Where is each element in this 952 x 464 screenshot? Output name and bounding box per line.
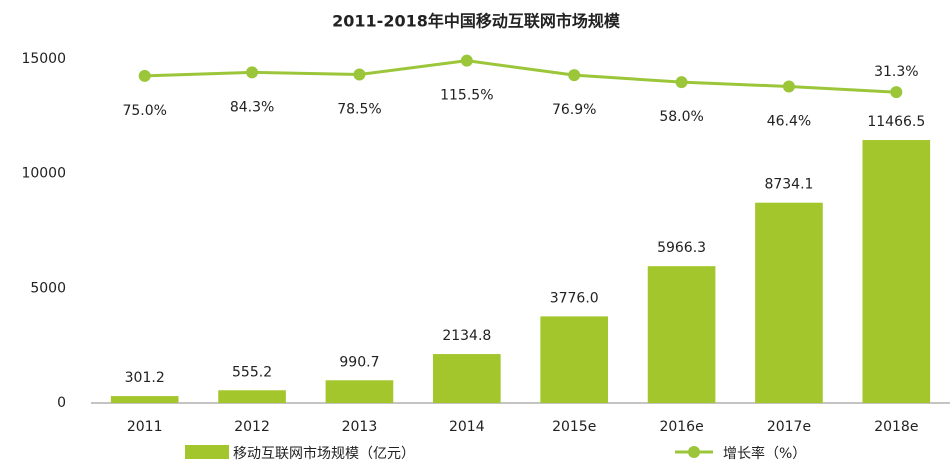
line-value-label: 84.3% [230, 99, 274, 115]
bar [647, 266, 716, 403]
bar [432, 354, 501, 403]
line-value-label: 58.0% [659, 109, 703, 125]
line-value-label: 75.0% [122, 103, 166, 119]
bar [862, 140, 931, 404]
x-tick-label: 2015e [552, 419, 596, 435]
line-value-label: 31.3% [874, 64, 918, 80]
bar [755, 202, 823, 403]
line-marker [782, 80, 795, 93]
x-tick-label: 2016e [659, 419, 703, 435]
bar [110, 396, 179, 403]
y-tick-label: 10000 [21, 166, 66, 182]
line-value-label: 78.5% [337, 102, 381, 118]
bar-value-label: 555.2 [232, 364, 272, 380]
x-tick-label: 2014 [449, 419, 485, 435]
line-marker [568, 69, 581, 82]
bar-value-label: 2134.8 [442, 328, 491, 344]
x-tick-label: 2012 [234, 419, 270, 435]
bar-value-label: 301.2 [125, 370, 165, 386]
legend-label: 移动互联网市场规模（亿元） [233, 445, 415, 462]
bar-value-label: 990.7 [339, 354, 379, 370]
bar-value-label: 11466.5 [867, 114, 925, 130]
line-marker [353, 68, 366, 81]
legend-swatch [185, 445, 229, 459]
line-marker [890, 86, 903, 99]
line-value-label: 115.5% [440, 88, 493, 104]
bar-value-label: 8734.1 [764, 177, 813, 193]
line-marker [460, 54, 473, 67]
x-tick-label: 2018e [874, 419, 918, 435]
bar [325, 380, 394, 403]
x-tick-label: 2017e [767, 419, 811, 435]
x-tick-label: 2013 [342, 419, 378, 435]
chart-title: 2011-2018年中国移动互联网市场规模 [332, 12, 621, 31]
bar-value-label: 5966.3 [657, 240, 706, 256]
y-tick-label: 0 [57, 395, 66, 411]
line-value-label: 46.4% [767, 114, 811, 130]
bar [540, 316, 609, 403]
legend-swatch [688, 446, 700, 458]
y-tick-label: 15000 [21, 51, 66, 67]
line-marker [675, 76, 688, 89]
y-tick-label: 5000 [30, 280, 66, 296]
x-tick-label: 2011 [127, 419, 163, 435]
line-marker [138, 69, 151, 82]
line-marker [246, 66, 259, 79]
growth-line [144, 59, 897, 94]
line-value-label: 76.9% [552, 102, 596, 118]
bar [218, 390, 286, 403]
bar-value-label: 3776.0 [550, 290, 599, 306]
legend-label: 增长率（%） [723, 445, 806, 462]
